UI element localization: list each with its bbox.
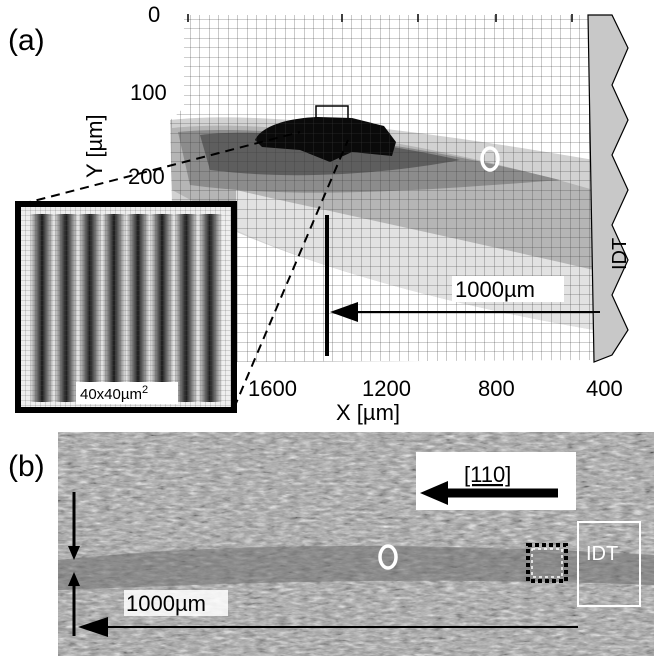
x-axis-label: X [µm]	[336, 400, 400, 425]
y-axis-label: Y [µm]	[82, 114, 107, 178]
inset-area-dotted-square	[526, 543, 568, 583]
distance-label-bg-b	[124, 590, 228, 616]
panel-b: (b) [110] 1000µm IDT	[8, 432, 654, 656]
inset-zoom: 40x40µm2	[15, 201, 237, 413]
arrowhead-a	[330, 302, 358, 322]
idt-box-b	[577, 521, 641, 607]
arrowhead-b	[78, 617, 108, 637]
x-tick-1600: 1600	[248, 376, 297, 401]
left-arrowhead-up	[68, 572, 80, 586]
panel-a-label: (a)	[8, 24, 45, 57]
y-tick-0: 0	[148, 2, 160, 27]
inset-area-inner-dots	[531, 548, 563, 578]
x-tick-800: 800	[478, 376, 515, 401]
panel-a: (a) 0 100 200 Y [µm]	[8, 2, 631, 425]
distance-label-bg-a	[452, 276, 564, 302]
inset-label-bg	[76, 382, 178, 404]
displacement-mesh	[170, 15, 594, 362]
idt-label-a: IDT	[609, 238, 631, 270]
inset-label: 40x40µm2	[80, 384, 148, 403]
y-tick-100: 100	[130, 80, 167, 105]
idt-transducer	[587, 14, 629, 363]
idt-label-b: IDT	[586, 543, 618, 565]
panel-b-label: (b)	[8, 450, 45, 483]
left-arrowhead-down	[68, 546, 80, 560]
direction-label: [110]	[464, 462, 511, 487]
zoom-line-lower	[233, 139, 349, 409]
zoom-line-upper	[21, 131, 301, 205]
x-tick-400: 400	[586, 376, 623, 401]
distance-label-b: 1000µm	[126, 591, 206, 616]
measurement-point-circle-b	[378, 544, 398, 570]
x-tick-1200: 1200	[362, 376, 411, 401]
direction-arrow-head	[420, 481, 448, 505]
measurement-point-circle-a	[480, 146, 500, 172]
sample-area-bracket	[315, 105, 349, 118]
top-axis-ticks	[187, 14, 573, 22]
distance-label-a: 1000µm	[455, 277, 535, 302]
